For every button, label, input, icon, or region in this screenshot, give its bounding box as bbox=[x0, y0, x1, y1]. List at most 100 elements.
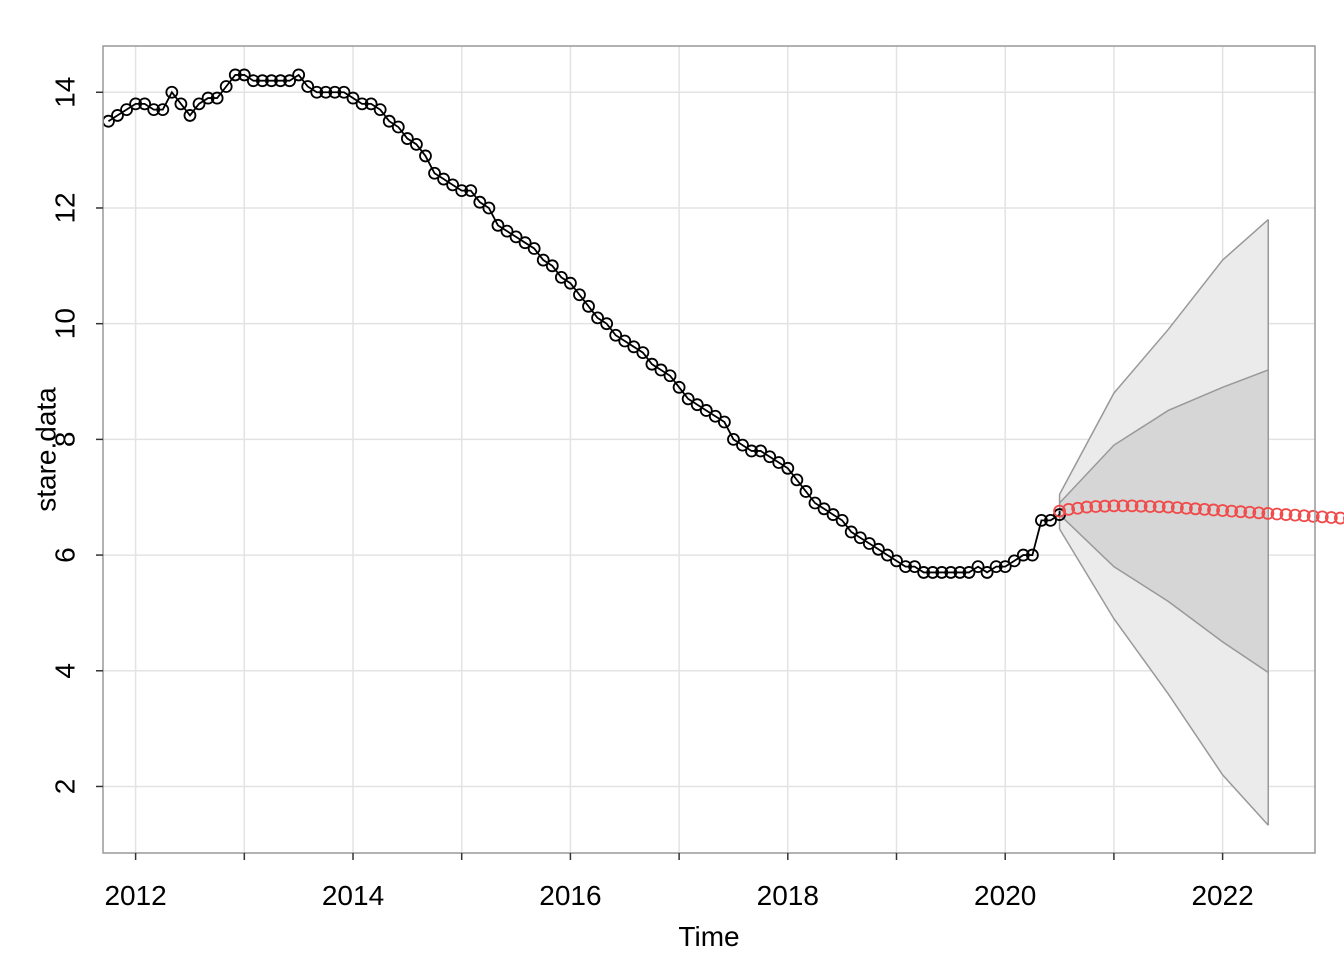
y-tick-label: 6 bbox=[50, 547, 81, 563]
forecast-point bbox=[1134, 499, 1148, 513]
observed-point bbox=[246, 74, 260, 88]
observed-point bbox=[853, 531, 867, 545]
observed-point bbox=[754, 444, 768, 458]
observed-point bbox=[998, 560, 1012, 574]
band-95-lower-edge bbox=[1058, 528, 1269, 826]
y-tick-label: 2 bbox=[50, 779, 81, 795]
observed-point bbox=[799, 485, 813, 498]
observed-point bbox=[103, 114, 115, 128]
observed-point bbox=[237, 68, 251, 82]
observed-point bbox=[536, 253, 550, 267]
observed-point bbox=[518, 236, 532, 250]
observed-point bbox=[708, 409, 722, 423]
x-tick-label: 2020 bbox=[974, 880, 1036, 911]
forecast-point bbox=[1125, 499, 1139, 513]
observed-point bbox=[292, 68, 306, 82]
observed-point bbox=[890, 554, 903, 568]
observed-point bbox=[391, 120, 405, 134]
forecast-point bbox=[1053, 504, 1066, 518]
observed-point bbox=[908, 560, 922, 574]
observed-point bbox=[781, 461, 795, 475]
observed-point bbox=[980, 566, 994, 579]
observed-point bbox=[935, 566, 949, 579]
observed-point bbox=[745, 444, 758, 458]
forecast-point bbox=[1288, 508, 1302, 522]
observed-point bbox=[727, 432, 740, 446]
forecast-point bbox=[1116, 499, 1130, 513]
observed-point bbox=[364, 97, 378, 111]
observed-point bbox=[355, 97, 369, 111]
forecast-point bbox=[1179, 501, 1193, 515]
observed-point bbox=[129, 97, 143, 111]
observed-point bbox=[672, 380, 686, 394]
forecast-point bbox=[1315, 510, 1329, 524]
forecast-point bbox=[1216, 504, 1230, 517]
forecast-point bbox=[1243, 505, 1257, 519]
observed-point bbox=[400, 132, 414, 145]
observed-point bbox=[500, 224, 514, 238]
observed-point bbox=[772, 456, 786, 469]
band-80-upper-edge bbox=[1059, 369, 1269, 504]
x-tick-label: 2014 bbox=[322, 880, 384, 911]
observed-point bbox=[219, 80, 233, 93]
observed-point bbox=[582, 299, 595, 313]
x-axis-label: Time bbox=[678, 921, 739, 952]
observed-point bbox=[763, 450, 777, 464]
x-axis: 2012 2014 2016 2018 2020 2022 bbox=[104, 853, 1254, 911]
observed-point bbox=[373, 103, 387, 117]
forecast-point bbox=[1152, 500, 1166, 514]
observed-point bbox=[509, 230, 523, 244]
observed-point bbox=[210, 91, 224, 105]
observed-point bbox=[926, 566, 940, 579]
observed-point bbox=[201, 91, 215, 105]
observed-point bbox=[690, 398, 704, 412]
observed-point bbox=[111, 109, 124, 122]
observed-point bbox=[971, 560, 985, 574]
observed-point bbox=[346, 91, 360, 105]
observed-point bbox=[310, 85, 324, 99]
forecast-point bbox=[1198, 502, 1211, 516]
observed-point bbox=[192, 97, 206, 111]
observed-point bbox=[527, 242, 541, 255]
y-tick-label: 14 bbox=[50, 77, 81, 108]
observed-point bbox=[228, 68, 242, 82]
y-tick-label: 8 bbox=[50, 432, 81, 448]
forecast-point bbox=[1080, 500, 1094, 514]
observed-point bbox=[183, 109, 197, 122]
observed-point bbox=[256, 74, 269, 88]
observed-point bbox=[156, 103, 170, 117]
observed-point bbox=[428, 166, 441, 180]
observed-point bbox=[482, 201, 496, 215]
observed-point bbox=[944, 566, 958, 579]
observed-point bbox=[871, 542, 885, 556]
observed-point bbox=[699, 404, 713, 417]
forecast-point bbox=[1170, 501, 1184, 515]
plot-frame bbox=[102, 45, 1316, 854]
forecast-point bbox=[1270, 507, 1284, 521]
observed-point bbox=[591, 311, 604, 325]
x-tick-label: 2022 bbox=[1191, 880, 1253, 911]
observed-point bbox=[545, 259, 559, 273]
observed-point bbox=[473, 195, 487, 209]
observed-point bbox=[609, 328, 623, 342]
y-tick-label: 12 bbox=[50, 192, 81, 223]
observed-point bbox=[328, 85, 342, 99]
observed-point bbox=[862, 537, 876, 550]
observed-point bbox=[835, 513, 849, 527]
observed-point bbox=[165, 85, 179, 99]
observed-point bbox=[953, 566, 967, 579]
observed-point bbox=[600, 317, 614, 331]
observed-point bbox=[1016, 548, 1030, 562]
observed-point bbox=[717, 415, 731, 429]
observed-point bbox=[174, 97, 188, 111]
forecast-point bbox=[1161, 500, 1175, 514]
observed-point bbox=[962, 566, 976, 579]
observed-point bbox=[491, 218, 505, 232]
observed-point bbox=[808, 496, 822, 510]
forecast-point bbox=[1333, 511, 1344, 525]
observed-point bbox=[138, 97, 152, 111]
observed-point bbox=[265, 74, 278, 88]
observed-point bbox=[645, 357, 659, 371]
observed-point bbox=[319, 85, 333, 99]
